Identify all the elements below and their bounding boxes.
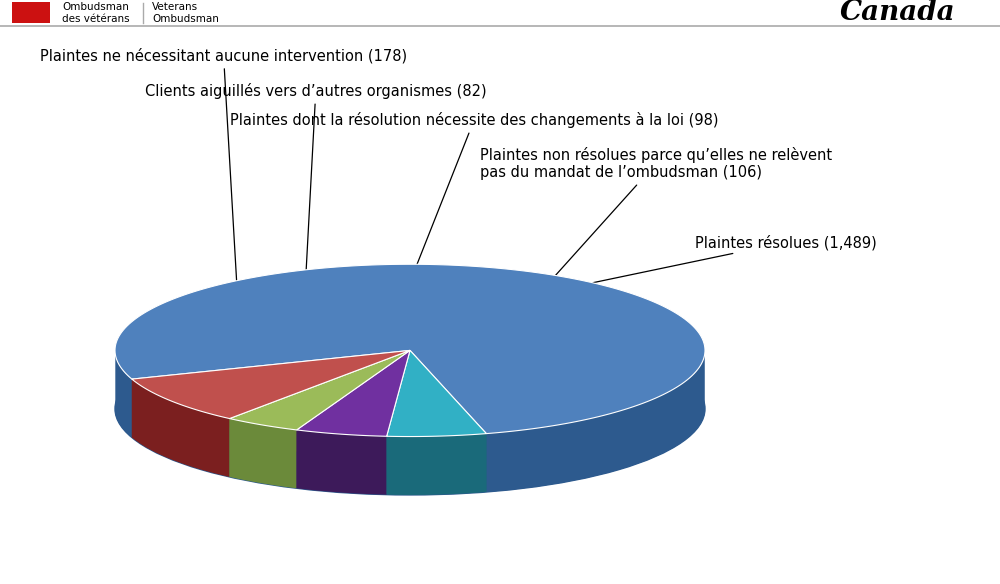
Text: Plaintes ne nécessitant aucune intervention (178): Plaintes ne nécessitant aucune intervent… — [40, 48, 407, 383]
Polygon shape — [115, 265, 705, 433]
Polygon shape — [132, 350, 410, 437]
Text: Canada: Canada — [839, 0, 955, 26]
Polygon shape — [486, 347, 705, 492]
Polygon shape — [297, 350, 410, 488]
Polygon shape — [132, 350, 410, 437]
Polygon shape — [387, 350, 410, 495]
Ellipse shape — [115, 322, 705, 495]
FancyBboxPatch shape — [12, 2, 50, 23]
Polygon shape — [230, 350, 410, 477]
Polygon shape — [410, 350, 486, 492]
Polygon shape — [387, 350, 410, 495]
Polygon shape — [132, 379, 230, 477]
Polygon shape — [230, 350, 410, 477]
Polygon shape — [297, 350, 410, 488]
Text: Clients aiguillés vers d’autres organismes (82): Clients aiguillés vers d’autres organism… — [145, 82, 487, 404]
Text: Plaintes non résolues parce qu’elles ne relèvent
pas du mandat de l’ombudsman (1: Plaintes non résolues parce qu’elles ne … — [432, 147, 832, 413]
Polygon shape — [230, 419, 297, 488]
Text: Plaintes dont la résolution nécessite des changements à la loi (98): Plaintes dont la résolution nécessite de… — [230, 112, 718, 411]
Text: Ombudsman
des vétérans: Ombudsman des vétérans — [62, 2, 130, 24]
Polygon shape — [132, 350, 410, 419]
Polygon shape — [387, 433, 486, 495]
Polygon shape — [115, 346, 132, 437]
Polygon shape — [410, 350, 486, 492]
Polygon shape — [387, 350, 486, 436]
Text: Veterans
Ombudsman: Veterans Ombudsman — [152, 2, 219, 24]
Polygon shape — [297, 350, 410, 436]
Polygon shape — [297, 430, 387, 495]
Polygon shape — [230, 350, 410, 430]
Text: Plaintes résolues (1,489): Plaintes résolues (1,489) — [498, 235, 877, 303]
